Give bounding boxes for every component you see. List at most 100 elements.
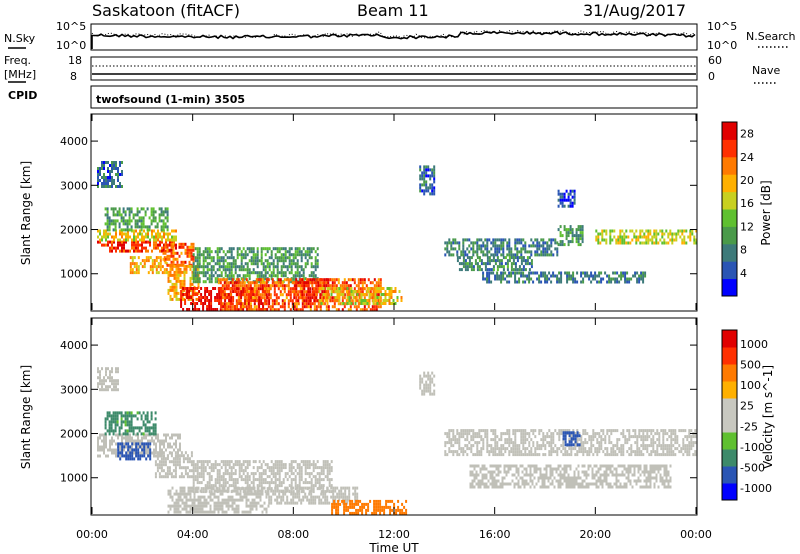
heatmap-cell (502, 444, 505, 448)
heatmap-cell (143, 265, 146, 269)
heatmap-cell (524, 432, 527, 436)
heatmap-cell (482, 274, 485, 278)
heatmap-cell (239, 281, 242, 285)
heatmap-cell (371, 287, 374, 291)
heatmap-cell (210, 299, 213, 302)
heatmap-cell (158, 463, 161, 467)
heatmap-cell (297, 293, 300, 297)
heatmap-cell (182, 457, 185, 461)
heatmap-cell (363, 296, 366, 300)
heatmap-cell (246, 472, 249, 476)
heatmap-cell (130, 417, 133, 421)
heatmap-cell (466, 256, 469, 260)
heatmap-cell (101, 385, 103, 389)
heatmap-cell (540, 274, 543, 278)
heatmap-cell (137, 436, 139, 440)
heatmap-cell (147, 451, 149, 455)
heatmap-cell (386, 293, 389, 296)
heatmap-cell (245, 287, 248, 291)
heatmap-cell (458, 256, 461, 260)
heatmap-cell (297, 308, 300, 312)
heatmap-cell (97, 376, 99, 380)
heatmap-cell (296, 495, 299, 499)
heatmap-cell (644, 274, 647, 278)
heatmap-cell (286, 501, 289, 505)
heatmap-cell (318, 475, 321, 479)
heatmap-cell (199, 510, 202, 514)
heatmap-cell (111, 176, 113, 179)
heatmap-cell (355, 296, 358, 300)
heatmap-cell (208, 475, 211, 479)
heatmap-cell (286, 489, 289, 493)
heatmap-cell (233, 510, 236, 514)
heatmap-cell (115, 442, 117, 446)
heatmap-cell (304, 492, 307, 496)
heatmap-cell (161, 246, 163, 250)
heatmap-cell (264, 274, 267, 278)
heatmap-cell (244, 302, 247, 305)
heatmap-cell (444, 241, 447, 245)
heatmap-cell (131, 439, 133, 443)
heatmap-cell (574, 277, 577, 281)
heatmap-cell (559, 198, 562, 202)
heatmap-cell (512, 441, 515, 445)
heatmap-cell (125, 451, 128, 455)
heatmap-cell (280, 271, 283, 275)
heatmap-cell (550, 280, 553, 284)
heatmap-cell (282, 489, 285, 493)
heatmap-cell (326, 302, 329, 305)
heatmap-cell (335, 511, 338, 515)
heatmap-cell (154, 475, 157, 479)
heatmap-cell (208, 481, 211, 485)
heatmap-cell (132, 426, 135, 430)
heatmap-cell (336, 293, 339, 296)
heatmap-cell (242, 469, 245, 473)
heatmap-cell (194, 259, 197, 263)
heatmap-cell (349, 502, 352, 506)
heatmap-cell (492, 259, 495, 263)
heatmap-cell (197, 291, 200, 295)
heatmap-cell (203, 495, 206, 499)
heatmap-cell (321, 284, 324, 288)
heatmap-cell (153, 451, 155, 455)
heatmap-cell (567, 198, 570, 202)
heatmap-cell (154, 429, 157, 433)
heatmap-cell (504, 262, 507, 266)
heatmap-cell (346, 296, 349, 299)
heatmap-cell (290, 469, 293, 473)
heatmap-cell (240, 268, 243, 272)
heatmap-cell (522, 444, 525, 448)
heatmap-cell (427, 389, 430, 393)
heatmap-cell (569, 189, 572, 193)
heatmap-cell (124, 429, 127, 433)
heatmap-cell (336, 492, 339, 496)
heatmap-cell (378, 290, 381, 293)
heatmap-cell (175, 270, 178, 274)
heatmap-cell (245, 305, 248, 309)
heatmap-cell (450, 247, 453, 251)
heatmap-cell (163, 439, 165, 443)
heatmap-cell (617, 238, 620, 242)
heatmap-cell (514, 271, 517, 275)
heatmap-cell (158, 219, 161, 223)
heatmap-cell (122, 219, 125, 223)
heatmap-cell (179, 495, 182, 499)
heatmap-cell (388, 302, 391, 305)
heatmap-cell (446, 250, 449, 254)
heatmap-cell (218, 247, 221, 251)
heatmap-cell (232, 296, 235, 299)
heatmap-cell (105, 179, 107, 182)
heatmap-cell (167, 510, 170, 514)
heatmap-cell (540, 280, 543, 284)
heatmap-cell (180, 296, 183, 299)
heatmap-cell (172, 475, 175, 479)
heatmap-cell (246, 253, 249, 257)
heatmap-cell (361, 281, 364, 285)
heatmap-cell (133, 439, 135, 443)
heatmap-cell (312, 484, 315, 488)
heatmap-cell (115, 385, 117, 389)
heatmap-cell (290, 498, 293, 502)
heatmap-cell (128, 228, 131, 232)
heatmap-cell (117, 448, 120, 452)
heatmap-cell (302, 463, 305, 467)
